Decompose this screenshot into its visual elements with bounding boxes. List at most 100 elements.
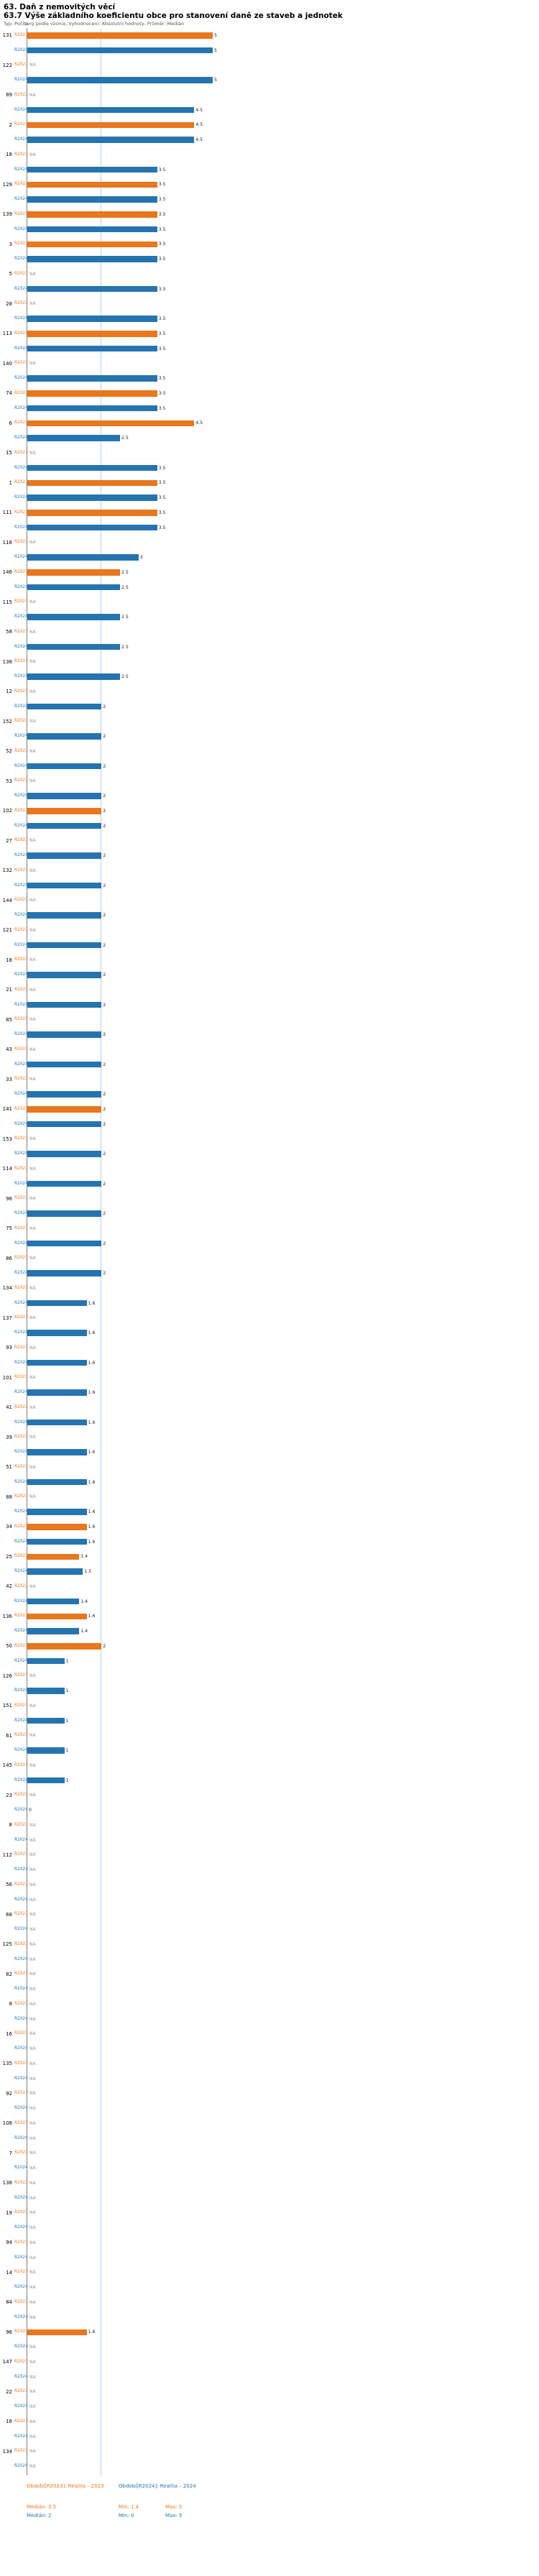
bar[interactable] bbox=[27, 614, 120, 620]
bar[interactable] bbox=[27, 1300, 87, 1307]
bar[interactable] bbox=[27, 390, 157, 397]
bar[interactable] bbox=[27, 1031, 102, 1038]
bar[interactable] bbox=[27, 942, 102, 949]
series-label: R2024 bbox=[14, 2374, 28, 2379]
bar[interactable] bbox=[27, 1389, 87, 1396]
bar[interactable] bbox=[27, 1180, 102, 1187]
bar[interactable] bbox=[27, 1121, 102, 1128]
bar-group: 61 R2023 NA R2024 1 bbox=[0, 1729, 539, 1759]
bar[interactable] bbox=[27, 375, 157, 382]
bar[interactable] bbox=[27, 1553, 80, 1560]
bar[interactable] bbox=[27, 1151, 102, 1157]
bar[interactable] bbox=[27, 808, 102, 814]
bar[interactable] bbox=[27, 285, 157, 293]
bar[interactable] bbox=[27, 405, 157, 412]
bar[interactable] bbox=[27, 137, 195, 143]
bar[interactable] bbox=[27, 316, 157, 322]
bar[interactable] bbox=[27, 882, 102, 889]
bar[interactable] bbox=[27, 1419, 87, 1426]
bar[interactable] bbox=[27, 1240, 102, 1247]
na-label: NA bbox=[29, 1703, 36, 1708]
group-id-label: 89 bbox=[6, 92, 12, 98]
bar[interactable] bbox=[27, 1478, 87, 1486]
bar[interactable] bbox=[27, 32, 213, 39]
bar[interactable] bbox=[27, 1777, 65, 1784]
bar-value-label: 3.5 bbox=[158, 242, 166, 247]
bar[interactable] bbox=[27, 420, 195, 427]
bar[interactable] bbox=[27, 1613, 87, 1620]
bar[interactable] bbox=[27, 1270, 102, 1276]
bar[interactable] bbox=[27, 733, 102, 740]
bar[interactable] bbox=[27, 524, 157, 531]
bar[interactable] bbox=[27, 1568, 83, 1575]
bar[interactable] bbox=[27, 196, 157, 203]
bar[interactable] bbox=[27, 554, 139, 561]
bar[interactable] bbox=[27, 1091, 102, 1098]
bar-group: 8 R2023 NA R2024 NA bbox=[0, 1997, 539, 2027]
bar[interactable] bbox=[27, 852, 102, 859]
bar[interactable] bbox=[27, 703, 102, 710]
bar-row: 121 R2023 NA bbox=[0, 923, 539, 938]
bar[interactable] bbox=[27, 1001, 102, 1008]
bar[interactable] bbox=[27, 479, 157, 487]
series-label: R2024 bbox=[14, 47, 28, 52]
bar-value-label: 2 bbox=[103, 913, 106, 919]
bar-row: 112 R2023 NA bbox=[0, 1848, 539, 1863]
bar[interactable] bbox=[27, 1643, 102, 1650]
bar[interactable] bbox=[27, 569, 120, 576]
bar[interactable] bbox=[27, 345, 157, 352]
bar[interactable] bbox=[27, 584, 120, 591]
bar[interactable] bbox=[27, 77, 213, 83]
bar[interactable] bbox=[27, 2329, 87, 2336]
bar[interactable] bbox=[27, 1061, 102, 1068]
bar[interactable] bbox=[27, 1106, 102, 1113]
series-label: R2023 bbox=[14, 510, 28, 515]
bar[interactable] bbox=[27, 1538, 87, 1545]
bar[interactable] bbox=[27, 793, 102, 799]
bar[interactable] bbox=[27, 763, 102, 770]
legend-item-2024[interactable]: Období[R2024]: Realita – 2024 bbox=[119, 2483, 196, 2489]
bar[interactable] bbox=[27, 1210, 102, 1217]
bar[interactable] bbox=[27, 47, 213, 54]
bar[interactable] bbox=[27, 435, 120, 441]
bar[interactable] bbox=[27, 166, 157, 173]
bar[interactable] bbox=[27, 256, 157, 262]
bar[interactable] bbox=[27, 1330, 87, 1336]
bar-track: NA bbox=[27, 2250, 539, 2266]
bar[interactable] bbox=[27, 1717, 65, 1724]
bar[interactable] bbox=[27, 121, 195, 129]
bar[interactable] bbox=[27, 464, 157, 472]
bar[interactable] bbox=[27, 331, 157, 337]
bar[interactable] bbox=[27, 211, 157, 218]
na-label: NA bbox=[29, 2120, 36, 2126]
bar-row: R2024 NA bbox=[0, 1833, 539, 1848]
bar[interactable] bbox=[27, 1747, 65, 1754]
bar-track: NA bbox=[27, 2101, 539, 2116]
bar[interactable] bbox=[27, 226, 157, 233]
series-label: R2024 bbox=[14, 972, 28, 978]
bar[interactable] bbox=[27, 1449, 87, 1455]
bar[interactable] bbox=[27, 510, 157, 516]
bar[interactable] bbox=[27, 1509, 87, 1515]
bar[interactable] bbox=[27, 972, 102, 978]
na-label: NA bbox=[29, 1136, 36, 1142]
bar[interactable] bbox=[27, 106, 195, 114]
bar[interactable] bbox=[27, 494, 157, 501]
bar[interactable] bbox=[27, 1657, 65, 1665]
median-2024: Medián: 2 bbox=[27, 2513, 52, 2518]
bar[interactable] bbox=[27, 181, 157, 188]
bar[interactable] bbox=[27, 1598, 80, 1605]
bar[interactable] bbox=[27, 643, 120, 650]
bar[interactable] bbox=[27, 673, 120, 680]
bar-track: NA bbox=[27, 2340, 539, 2355]
bar[interactable] bbox=[27, 1688, 65, 1694]
series-label: R2023 bbox=[14, 1106, 28, 1111]
bar[interactable] bbox=[27, 912, 102, 919]
na-label: NA bbox=[29, 927, 36, 933]
bar[interactable] bbox=[27, 241, 157, 248]
bar[interactable] bbox=[27, 822, 102, 829]
bar[interactable] bbox=[27, 1524, 87, 1530]
bar[interactable] bbox=[27, 1359, 87, 1366]
legend-item-2023[interactable]: Období[R2023]: Realita – 2023 bbox=[27, 2483, 104, 2489]
bar[interactable] bbox=[27, 1628, 80, 1634]
